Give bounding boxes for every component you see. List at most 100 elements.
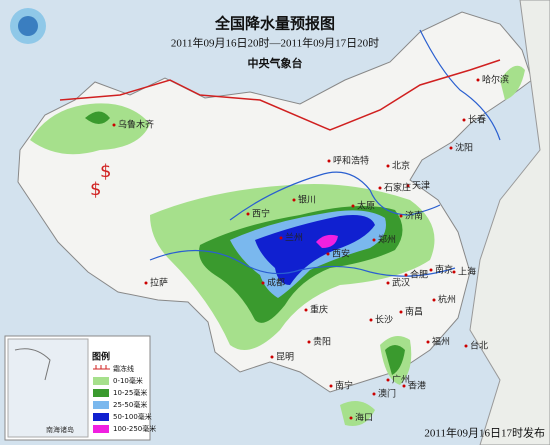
city-dot	[307, 340, 311, 344]
wind-symbol: $	[100, 161, 111, 182]
city-dot	[429, 268, 433, 272]
legend-swatch	[93, 377, 109, 385]
city-label: 南宁	[335, 380, 353, 392]
rain-areas	[30, 65, 525, 426]
city-dot	[372, 392, 376, 396]
city-label: 南昌	[405, 306, 423, 318]
rain-area	[340, 401, 375, 426]
city-label: 合肥	[410, 269, 428, 281]
rain-area	[385, 345, 405, 375]
wind-symbol: $	[90, 179, 101, 200]
city-dot	[349, 416, 353, 420]
city-dot	[372, 238, 376, 242]
city-label: 济南	[405, 210, 423, 222]
rain-area	[316, 234, 338, 248]
city-dot	[144, 281, 148, 285]
city-dot	[279, 236, 283, 240]
city-dot	[426, 340, 430, 344]
city-label: 呼和浩特	[333, 155, 369, 167]
rivers	[149, 29, 501, 277]
city-dot	[464, 344, 468, 348]
city-label: 海口	[355, 412, 373, 424]
city-dot	[270, 355, 274, 359]
legend-swatch	[93, 401, 109, 409]
city-dot	[452, 270, 456, 274]
city-label: 石家庄	[384, 182, 411, 194]
legend-label: 10-25毫米	[113, 388, 147, 397]
city-label: 太原	[357, 200, 375, 212]
rain-area	[85, 111, 110, 124]
legend-label: 0-10毫米	[113, 376, 143, 385]
city-dot	[326, 252, 330, 256]
city-label: 杭州	[438, 294, 456, 306]
rain-area	[500, 65, 525, 100]
city-label: 银川	[298, 194, 316, 206]
legend-swatch	[93, 413, 109, 421]
city-label: 天津	[412, 181, 430, 192]
river	[229, 171, 441, 221]
city-label: 沈阳	[455, 142, 473, 154]
legend-items: 0-10毫米 10-25毫米 25-50毫米 50-100毫米 100-250毫米	[93, 376, 156, 433]
city-dot	[329, 384, 333, 388]
legend-frost-swatch	[93, 365, 110, 370]
legend-label: 50-100毫米	[113, 412, 152, 421]
city-dot	[406, 184, 410, 188]
city-label: 成都	[267, 277, 285, 289]
city-label: 上海	[458, 266, 476, 278]
legend-frost-label: 霜冻线	[113, 364, 134, 373]
inset-coast	[14, 348, 51, 381]
city-dot	[386, 164, 390, 168]
city-dot	[399, 310, 403, 314]
city-dot	[432, 298, 436, 302]
city-dot	[304, 308, 308, 312]
city-dot	[327, 159, 331, 163]
river	[419, 29, 501, 141]
city-label: 西安	[332, 248, 350, 260]
city-dot	[402, 384, 406, 388]
legend-swatch	[93, 389, 109, 397]
city-label: 长春	[468, 114, 486, 126]
city-dot	[292, 198, 296, 202]
city-label: 兰州	[285, 232, 303, 244]
city-label: 香港	[408, 380, 426, 392]
issuer: 中央气象台	[248, 56, 303, 70]
city-dot	[462, 118, 466, 122]
legend-title: 图例	[92, 351, 110, 363]
city-dot	[386, 281, 390, 285]
city-label: 拉萨	[150, 277, 168, 289]
city-label: 武汉	[392, 277, 410, 289]
rain-area	[30, 103, 150, 155]
legend-label: 25-50毫米	[113, 400, 147, 409]
logo-inner	[18, 16, 38, 36]
footer: 2011年09月16日17时发布	[424, 426, 545, 440]
city-label: 台北	[470, 340, 488, 352]
period: 2011年09月16日20时—2011年09月17日20时	[171, 36, 379, 50]
legend-swatch	[93, 425, 109, 433]
city-dot	[261, 281, 265, 285]
city-label: 长沙	[375, 314, 393, 326]
city-label: 郑州	[378, 234, 396, 246]
city-dot	[351, 204, 355, 208]
river	[149, 249, 456, 277]
city-label: 贵阳	[313, 336, 331, 348]
city-dot	[386, 378, 390, 382]
city-label: 澳门	[378, 388, 396, 400]
neighbor-land	[469, 0, 550, 445]
city-dot	[449, 146, 453, 150]
city-dot	[404, 273, 408, 277]
city-label: 昆明	[276, 352, 294, 363]
inset-label: 南海诸岛	[46, 425, 74, 434]
city-label: 重庆	[310, 304, 328, 316]
city-label: 北京	[392, 160, 410, 172]
city-label: 广州	[392, 374, 410, 386]
rain-area	[255, 215, 375, 285]
inset-map	[7, 338, 89, 438]
title: 全国降水量预报图	[214, 15, 335, 33]
city-label: 西宁	[252, 208, 270, 220]
frost-line	[59, 59, 501, 131]
legend-label: 100-250毫米	[113, 424, 156, 433]
city-dot	[378, 186, 382, 190]
city-dot	[246, 212, 250, 216]
